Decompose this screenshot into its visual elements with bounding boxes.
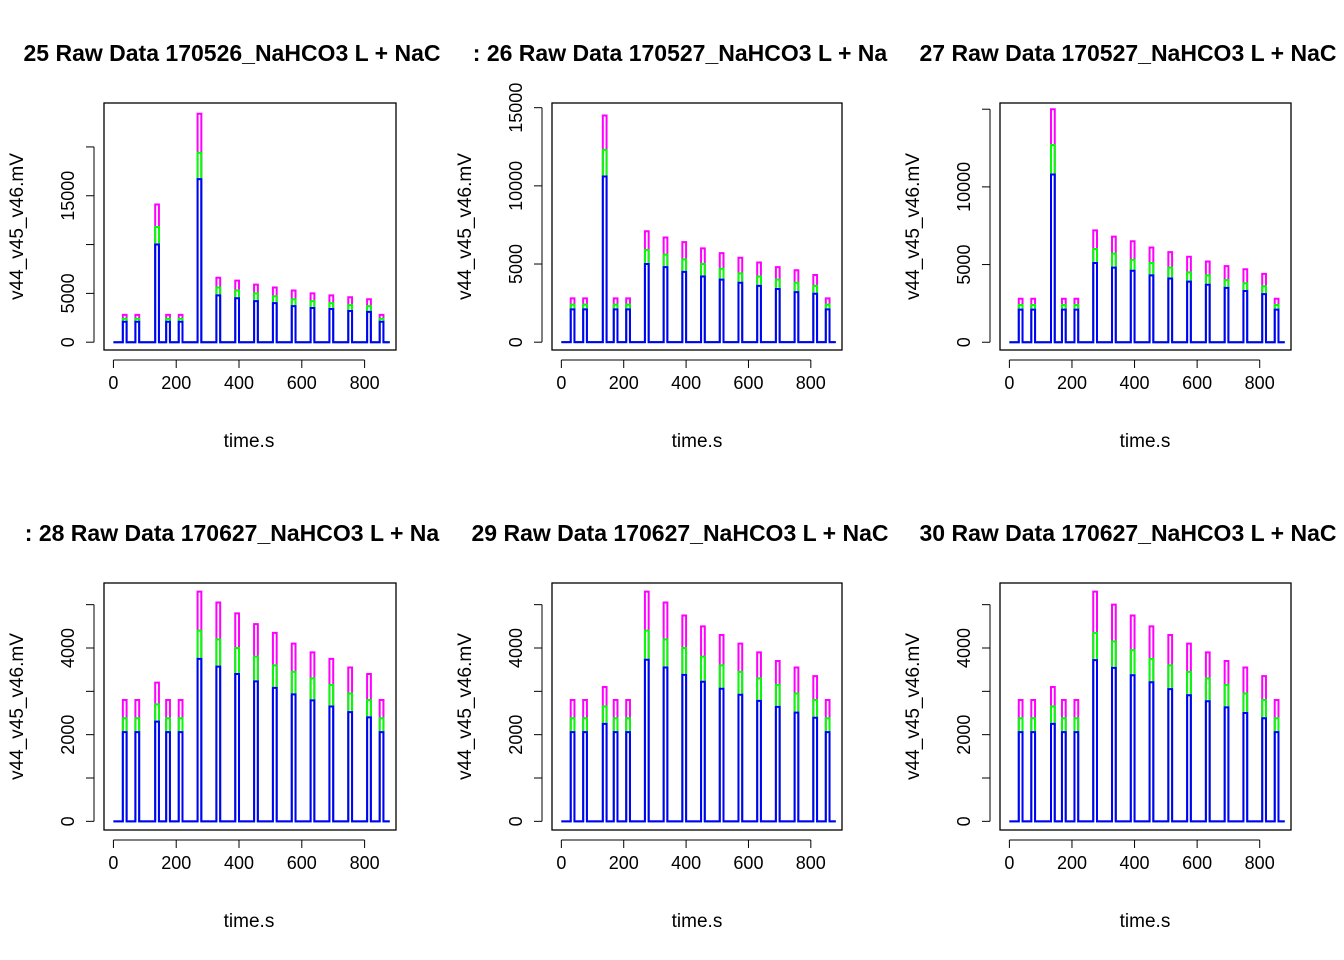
x-tick-label: 600 <box>733 373 763 393</box>
x-tick-label: 400 <box>224 373 254 393</box>
chart-title: : 26 Raw Data 170527_NaHCO3 L + Na <box>473 40 888 66</box>
y-tick-label: 0 <box>506 337 526 347</box>
y-tick-label: 5000 <box>58 273 78 313</box>
plot-frame <box>999 582 1292 831</box>
y-tick-label: 4000 <box>954 628 974 668</box>
x-tick-label: 800 <box>796 853 826 873</box>
x-tick-label: 400 <box>671 373 701 393</box>
chart-panel-5: 29 Raw Data 170627_NaHCO3 L + NaC 0 200 400… <box>455 520 889 932</box>
x-tick-label: 200 <box>161 853 191 873</box>
x-tick-label: 600 <box>733 853 763 873</box>
x-tick-label: 400 <box>1120 853 1150 873</box>
chart-title: : 28 Raw Data 170627_NaHCO3 L + Na <box>25 520 440 546</box>
chart-panel-3: 27 Raw Data 170527_NaHCO3 L + NaC 0 200 400… <box>903 40 1337 452</box>
x-tick-label: 600 <box>1182 373 1212 393</box>
x-axis-label: time.s <box>672 911 723 932</box>
y-tick-label: 0 <box>58 337 78 347</box>
plot-frame <box>103 102 397 351</box>
y-axis-label: v44_v45_v46.mV <box>7 153 28 300</box>
chart-panel-1: 25 Raw Data 170526_NaHCO3 L + NaC 0 200 400… <box>7 40 441 452</box>
y-tick-label: 0 <box>954 816 974 826</box>
plot-frame <box>551 102 843 351</box>
x-axis-label: time.s <box>672 431 723 452</box>
chart-title: 29 Raw Data 170627_NaHCO3 L + NaC <box>472 520 889 546</box>
chart-title: 27 Raw Data 170527_NaHCO3 L + NaC <box>920 40 1337 66</box>
series-line-3 <box>561 175 836 344</box>
x-axis-label: time.s <box>224 431 275 452</box>
y-tick-label: 2000 <box>954 715 974 755</box>
y-axis-label: v44_v45_v46.mV <box>455 153 476 300</box>
y-tick-label: 0 <box>954 337 974 347</box>
x-tick-label: 0 <box>108 853 118 873</box>
y-tick-label: 15000 <box>58 171 78 221</box>
x-tick-label: 200 <box>609 853 639 873</box>
chart-panel-2: : 26 Raw Data 170527_NaHCO3 L + Na 0 200 40… <box>455 40 887 452</box>
y-tick-label: 15000 <box>506 83 526 133</box>
y-axis-label: v44_v45_v46.mV <box>903 153 924 300</box>
x-tick-label: 400 <box>671 853 701 873</box>
x-tick-label: 0 <box>1004 853 1014 873</box>
x-tick-label: 800 <box>350 853 380 873</box>
y-tick-label: 10000 <box>506 161 526 211</box>
x-tick-label: 600 <box>1182 853 1212 873</box>
x-tick-label: 600 <box>287 373 317 393</box>
y-tick-label: 10000 <box>954 162 974 212</box>
x-tick-label: 0 <box>108 373 118 393</box>
series-line-3 <box>561 658 836 823</box>
y-tick-label: 5000 <box>506 244 526 284</box>
x-axis-label: time.s <box>224 911 275 932</box>
y-tick-label: 4000 <box>58 628 78 668</box>
y-tick-label: 0 <box>58 816 78 826</box>
y-axis-label: v44_v45_v46.mV <box>455 633 476 780</box>
x-tick-label: 0 <box>556 853 566 873</box>
y-tick-label: 4000 <box>506 628 526 668</box>
x-tick-label: 800 <box>350 373 380 393</box>
chart-panel-6: 30 Raw Data 170627_NaHCO3 L + NaC 0 200 400… <box>903 520 1337 932</box>
x-tick-label: 200 <box>161 373 191 393</box>
chart-title: 30 Raw Data 170627_NaHCO3 L + NaC <box>920 520 1337 546</box>
series-line-3 <box>113 178 390 344</box>
x-tick-label: 400 <box>1120 373 1150 393</box>
x-tick-label: 800 <box>1245 853 1275 873</box>
chart-title: 25 Raw Data 170526_NaHCO3 L + NaC <box>24 40 441 66</box>
x-axis-label: time.s <box>1120 431 1171 452</box>
x-tick-label: 200 <box>1057 373 1087 393</box>
x-tick-label: 800 <box>796 373 826 393</box>
y-tick-label: 2000 <box>58 715 78 755</box>
y-axis-label: v44_v45_v46.mV <box>7 633 28 780</box>
series-line-3 <box>1009 173 1285 344</box>
y-tick-label: 5000 <box>954 245 974 285</box>
x-tick-label: 0 <box>556 373 566 393</box>
plot-frame <box>551 582 843 831</box>
series-line-3 <box>113 657 390 823</box>
chart-panel-4: : 28 Raw Data 170627_NaHCO3 L + Na 0 200 40… <box>7 520 439 932</box>
y-tick-label: 2000 <box>506 715 526 755</box>
x-tick-label: 0 <box>1004 373 1014 393</box>
x-axis-label: time.s <box>1120 911 1171 932</box>
y-axis-label: v44_v45_v46.mV <box>903 633 924 780</box>
x-tick-label: 200 <box>1057 853 1087 873</box>
x-tick-label: 600 <box>287 853 317 873</box>
x-tick-label: 800 <box>1245 373 1275 393</box>
series-line-3 <box>1009 659 1285 823</box>
plot-frame <box>999 102 1292 351</box>
plot-frame <box>103 582 397 831</box>
x-tick-label: 200 <box>609 373 639 393</box>
y-tick-label: 0 <box>506 816 526 826</box>
x-tick-label: 400 <box>224 853 254 873</box>
